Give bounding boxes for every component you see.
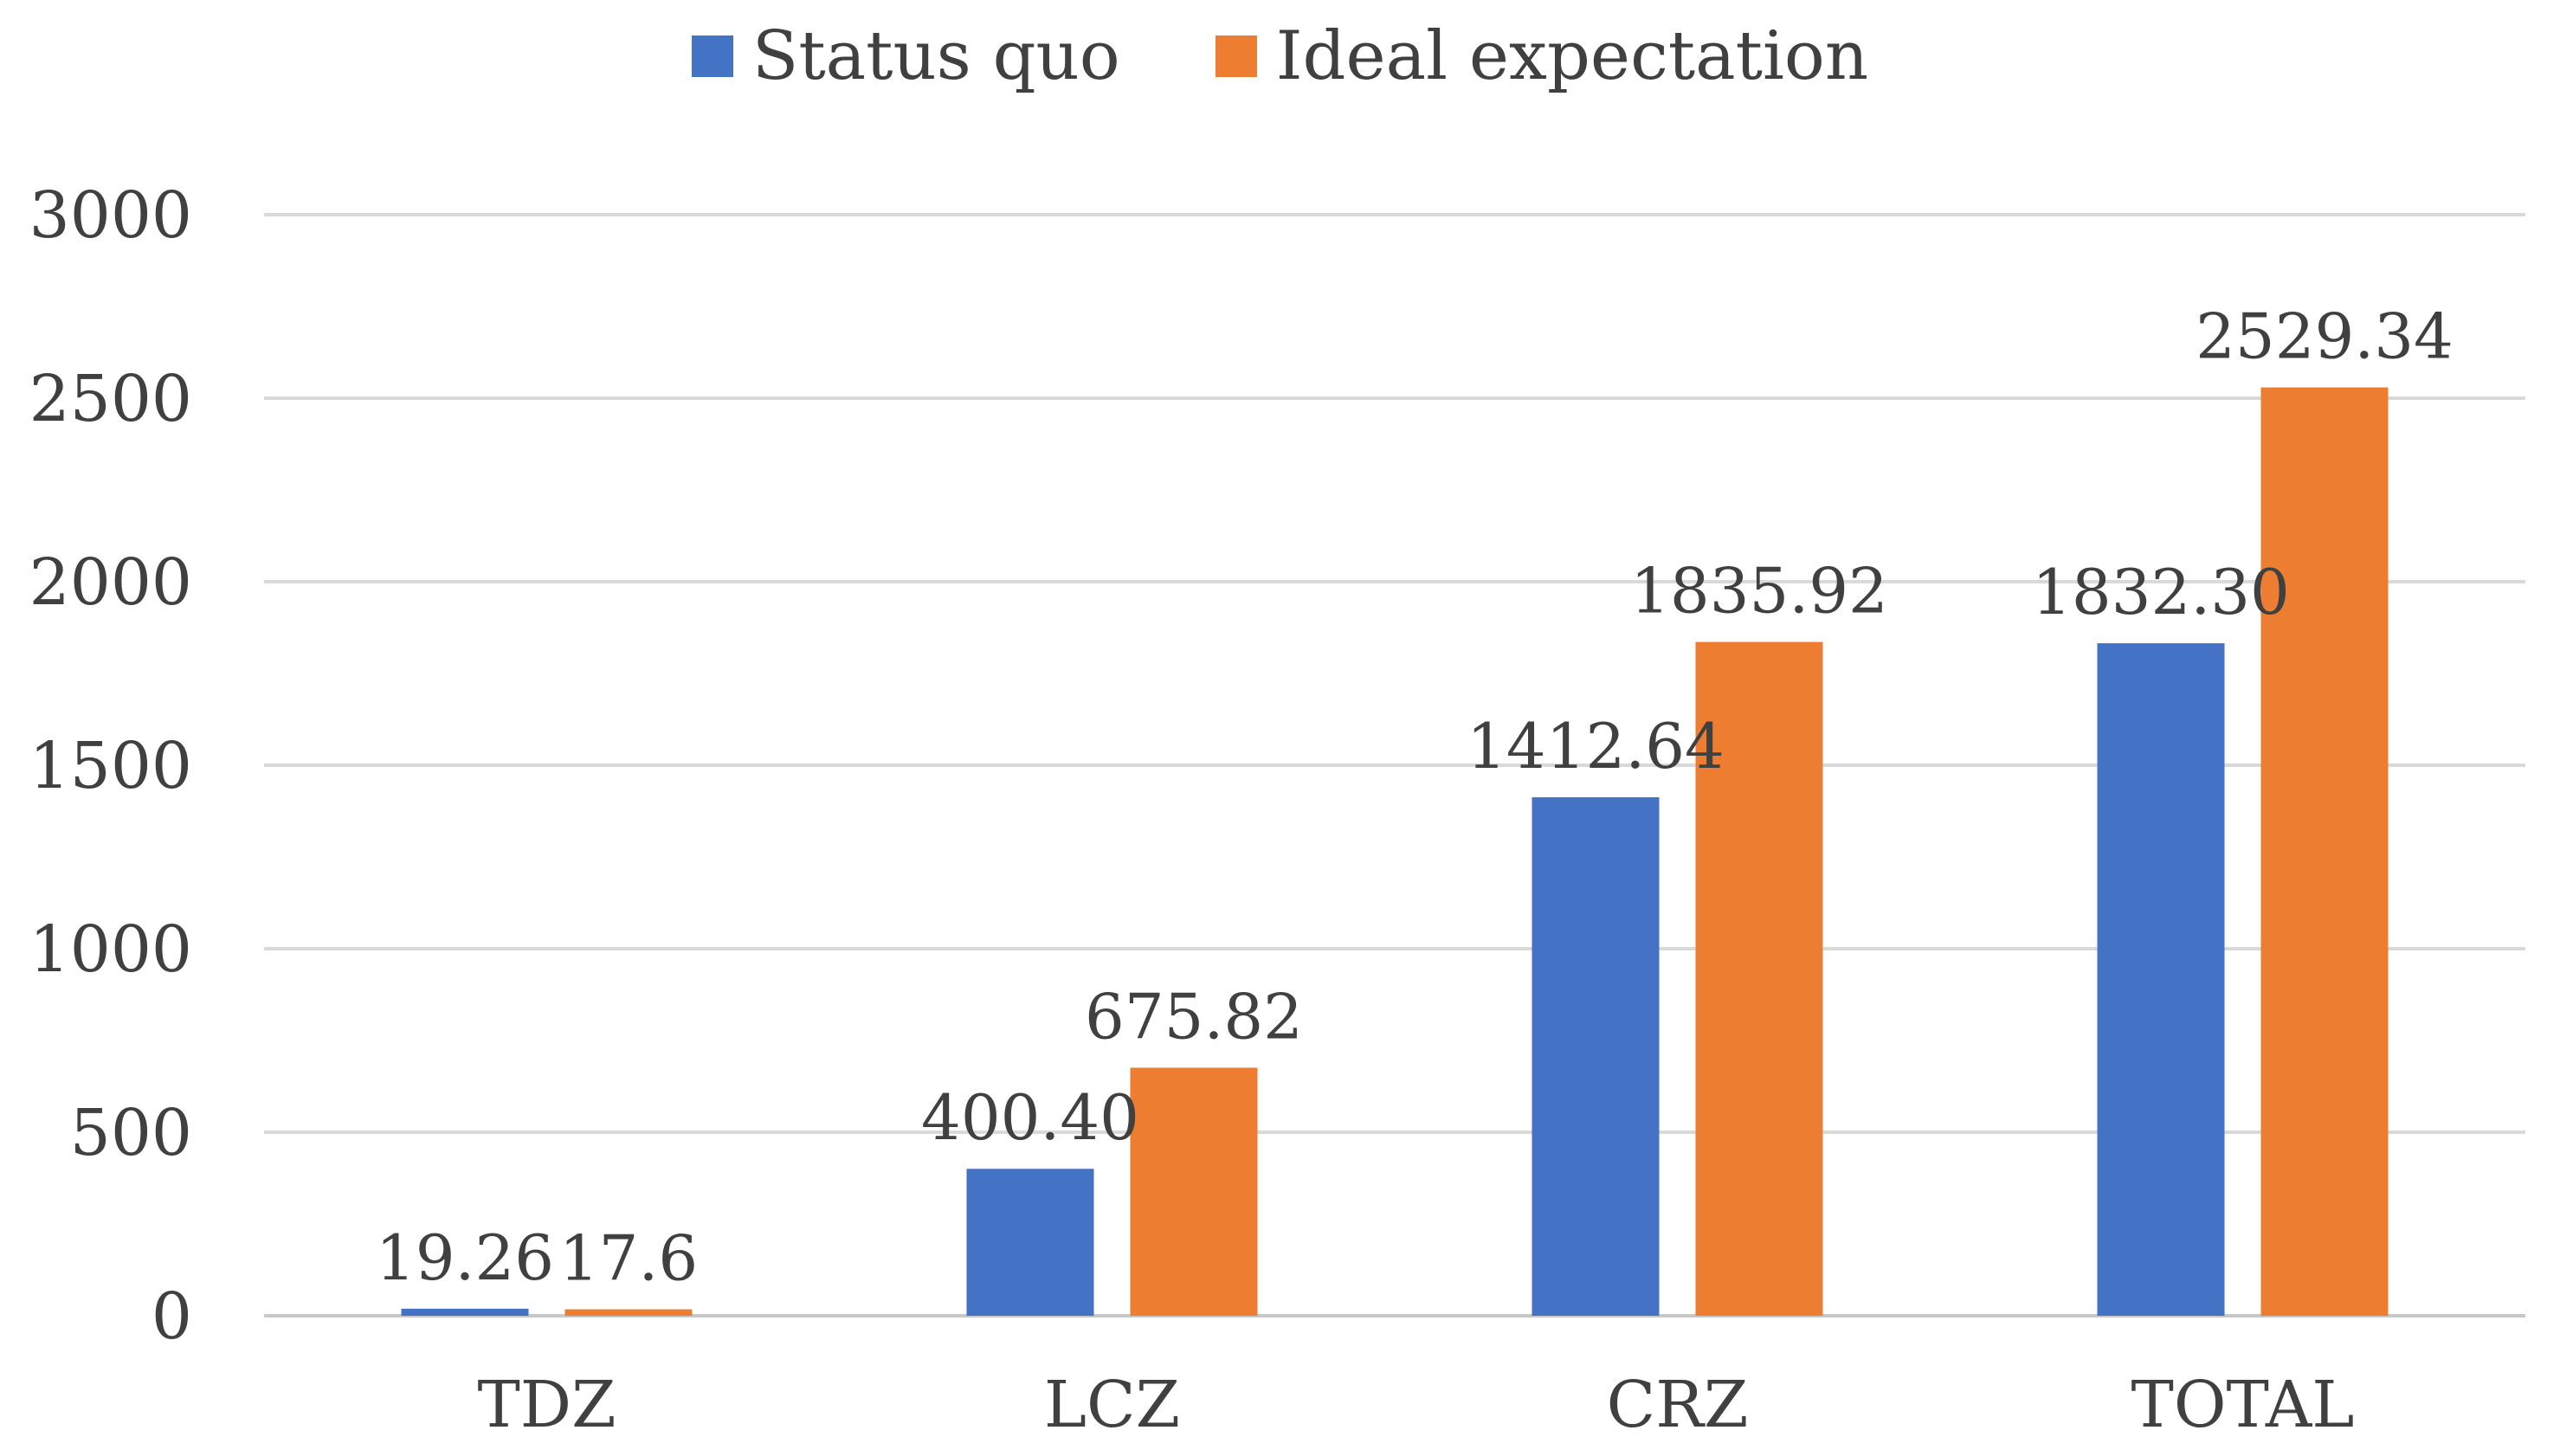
data-label-lcz-status-quo: 400.40	[921, 1081, 1139, 1154]
bar-total-status-quo	[2097, 643, 2225, 1316]
data-label-tdz-ideal-expectation: 17.6	[559, 1222, 698, 1295]
y-tick-label-1500: 1500	[29, 729, 192, 803]
bar-crz-ideal-expectation	[1695, 641, 1823, 1316]
data-label-crz-status-quo: 1412.64	[1467, 710, 1725, 783]
data-label-total-ideal-expectation: 2529.34	[2196, 300, 2454, 373]
legend-label-ideal-expectation: Ideal expectation	[1275, 17, 1869, 95]
y-tick-label-3000: 3000	[29, 178, 192, 253]
bar-tdz-status-quo	[401, 1308, 529, 1316]
legend-item-status-quo: Status quo	[691, 17, 1120, 95]
legend-label-status-quo: Status quo	[751, 17, 1120, 95]
data-label-crz-ideal-expectation: 1835.92	[1630, 555, 1888, 628]
bar-crz-status-quo	[1531, 797, 1660, 1316]
y-tick-label-2500: 2500	[29, 362, 192, 436]
chart-legend: Status quo Ideal expectation	[0, 17, 2560, 95]
bar-lcz-ideal-expectation	[1130, 1067, 1258, 1316]
bars	[401, 387, 2389, 1317]
legend-item-ideal-expectation: Ideal expectation	[1215, 17, 1869, 95]
legend-swatch-status-quo	[691, 35, 733, 77]
bar-lcz-status-quo	[966, 1169, 1094, 1316]
bar-tdz-ideal-expectation	[564, 1309, 693, 1316]
data-labels: 19.26 17.6 400.40 675.82 1412.64 1835.92 1832.…	[376, 300, 2454, 1295]
y-tick-label-1000: 1000	[29, 912, 192, 987]
bar-total-ideal-expectation	[2260, 387, 2389, 1317]
x-axis-ticks: TDZ LCZ CRZ TOTAL	[477, 1368, 2354, 1442]
y-tick-label-0: 0	[152, 1279, 192, 1354]
x-tick-label-tdz: TDZ	[477, 1368, 616, 1442]
y-axis-ticks: 0 500 1000 1500 2000 2500 3000	[29, 178, 192, 1354]
x-tick-label-crz: CRZ	[1607, 1368, 1749, 1442]
data-label-lcz-ideal-expectation: 675.82	[1085, 980, 1303, 1053]
y-tick-label-500: 500	[70, 1096, 192, 1170]
data-label-total-status-quo: 1832.30	[2032, 556, 2290, 628]
x-tick-label-lcz: LCZ	[1044, 1368, 1180, 1442]
y-tick-label-2000: 2000	[29, 545, 192, 620]
data-label-tdz-status-quo: 19.26	[376, 1221, 554, 1294]
x-tick-label-total: TOTAL	[2131, 1368, 2355, 1442]
legend-swatch-ideal-expectation	[1215, 35, 1257, 77]
